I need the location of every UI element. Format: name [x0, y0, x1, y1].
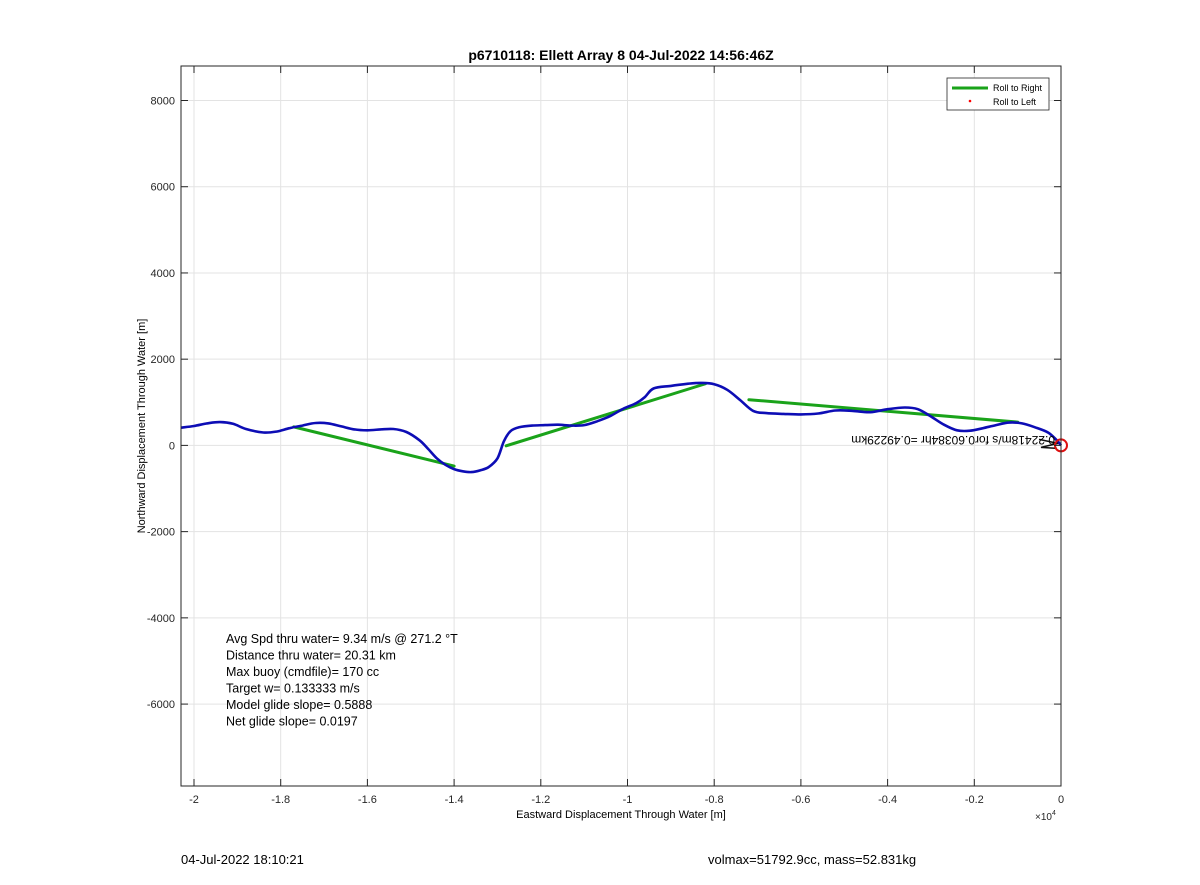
legend-swatch-roll-left — [968, 99, 972, 103]
flipped-label: 0.22418m/s for0.60384hr =0.49229km — [851, 433, 1055, 447]
y-tick-label: 4000 — [151, 268, 175, 280]
y-tick-label: 0 — [169, 440, 175, 452]
stats-annotation-line: Target w= 0.133333 m/s — [226, 682, 360, 696]
y-tick-label: 6000 — [151, 182, 175, 194]
x-tick-label: -1.2 — [531, 794, 550, 806]
ticks: -2 -1.8 -1.6 -1.4 -1.2 -1 -0.8 -0.6 -0.4 -0.2 0 -60… — [147, 66, 1064, 806]
x-tick-label: -2 — [189, 794, 199, 806]
x-tick-label: -0.8 — [705, 794, 724, 806]
x-axis-label: Eastward Displacement Through Water [m] — [516, 809, 726, 821]
stats-annotation-line: Distance thru water= 20.31 km — [226, 649, 396, 663]
y-tick-label: 2000 — [151, 354, 175, 366]
x-tick-label: -1.4 — [445, 794, 464, 806]
x-tick-label: -0.2 — [965, 794, 984, 806]
x-tick-label: 0 — [1058, 794, 1064, 806]
stats-annotation-line: Avg Spd thru water= 9.34 m/s @ 271.2 °T — [226, 632, 458, 646]
roll-right-segment — [292, 425, 456, 468]
axes-box — [180, 65, 1062, 787]
y-axis-label: Northward Displacement Through Water [m] — [136, 319, 148, 534]
x-exponent-label: ×104 — [1035, 810, 1056, 823]
x-tick-label: -1.8 — [271, 794, 290, 806]
end-cluster — [1038, 438, 1059, 450]
y-tick-label: -6000 — [147, 699, 175, 711]
roll-right-segment — [504, 382, 708, 448]
y-tick-label: 8000 — [151, 95, 175, 107]
legend-box — [946, 77, 1050, 111]
stats-annotation-line: Model glide slope= 0.5888 — [226, 698, 372, 712]
plot-data — [180, 381, 1068, 474]
x-tick-label: -0.4 — [878, 794, 897, 806]
footer-timestamp: 04-Jul-2022 18:10:21 — [181, 852, 304, 867]
y-tick-label: -2000 — [147, 527, 175, 539]
legend-label-roll-right: Roll to Right — [993, 83, 1043, 93]
stats-annotation-line: Net glide slope= 0.0197 — [226, 715, 358, 729]
x-tick-label: -0.6 — [791, 794, 810, 806]
chart-title: p6710118: Ellett Array 8 04-Jul-2022 14:… — [468, 47, 774, 63]
x-tick-label: -1 — [623, 794, 633, 806]
stats-annotation-line: Max buoy (cmdfile)= 170 cc — [226, 665, 379, 679]
x-tick-label: -1.6 — [358, 794, 377, 806]
legend-label-roll-left: Roll to Left — [993, 97, 1037, 107]
footer-vehicle-params: volmax=51792.9cc, mass=52.831kg — [708, 852, 917, 867]
legend: Roll to Right Roll to Left — [946, 77, 1050, 111]
stats-annotations: Avg Spd thru water= 9.34 m/s @ 271.2 °T D… — [226, 632, 458, 729]
y-tick-label: -4000 — [147, 613, 175, 625]
track-line — [180, 381, 1063, 474]
